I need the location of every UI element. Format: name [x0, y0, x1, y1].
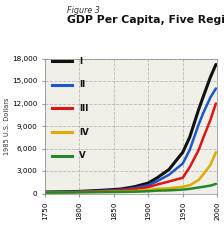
Text: IV: IV	[79, 128, 89, 137]
Text: I: I	[79, 57, 82, 66]
Text: II: II	[79, 80, 86, 89]
Text: III: III	[79, 104, 89, 113]
Text: GDP Per Capita, Five Regions: GDP Per Capita, Five Regions	[67, 15, 224, 25]
Text: V: V	[79, 151, 86, 160]
Y-axis label: 1985 U.S. Dollars: 1985 U.S. Dollars	[4, 97, 10, 155]
Text: Figure 3: Figure 3	[67, 6, 100, 15]
